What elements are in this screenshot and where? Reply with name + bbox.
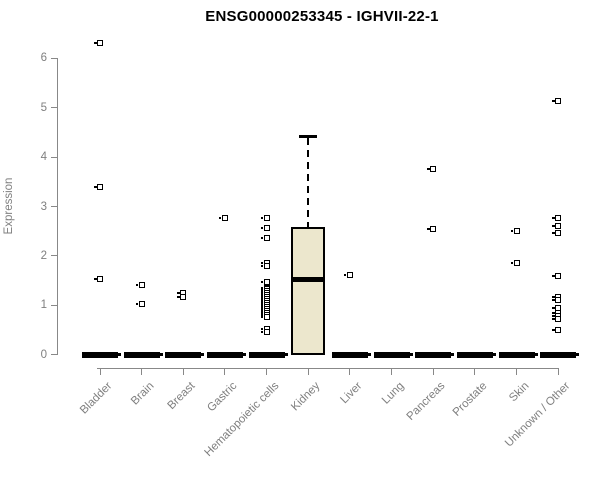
outlier-point (552, 327, 562, 334)
outlier-point (94, 184, 103, 191)
x-tick-label: Skin (506, 380, 532, 405)
x-tick-label: Prostate (450, 380, 490, 419)
y-axis-line (57, 58, 58, 355)
outlier-point (510, 228, 520, 235)
outlier-point (427, 166, 437, 173)
outlier-point (177, 293, 187, 300)
collapsed-box (540, 351, 580, 358)
y-tick-label: 1 (40, 299, 47, 312)
x-tick-label: Liver (338, 380, 365, 407)
y-tick (51, 304, 57, 306)
outlier-point (94, 276, 103, 283)
collapsed-box (123, 351, 163, 358)
y-tick (51, 206, 57, 207)
outlier-point (260, 262, 270, 269)
collapsed-box (165, 351, 205, 358)
y-tick (51, 57, 57, 59)
outlier-point (260, 329, 270, 336)
y-axis-label: Expression (3, 177, 15, 235)
collapsed-box (373, 351, 413, 358)
x-tick-label: Hematopoietic cells (202, 380, 282, 459)
outlier-point (552, 272, 562, 279)
outlier-point (260, 224, 270, 231)
outlier-point (218, 215, 228, 222)
x-tick (349, 369, 351, 375)
collapsed-box (82, 351, 121, 358)
y-tick (51, 255, 57, 257)
outlier-point (552, 223, 562, 230)
y-tick (51, 156, 57, 158)
collapsed-box (206, 351, 246, 358)
outlier-point (552, 98, 562, 105)
x-tick (307, 369, 309, 375)
x-tick-label: Gastric (205, 380, 240, 415)
y-tick (51, 354, 57, 356)
outlier-point (260, 314, 270, 321)
x-tick (224, 369, 226, 375)
x-tick (516, 369, 518, 375)
whisker-stem (307, 138, 310, 228)
outlier-point (552, 229, 562, 236)
outlier-point (135, 300, 145, 307)
chart-title: ENSG00000253345 - IGHVII-22-1 (205, 8, 439, 25)
median-line (291, 276, 326, 282)
x-tick (557, 369, 559, 375)
y-tick-label: 5 (40, 101, 47, 114)
whisker-cap (299, 135, 318, 139)
outlier-point (427, 226, 437, 233)
collapsed-box (415, 351, 455, 358)
collapsed-box (456, 351, 496, 358)
y-tick-label: 6 (40, 52, 47, 65)
outlier-point (260, 278, 270, 285)
x-tick (99, 369, 101, 375)
x-tick-label: Kidney (289, 380, 323, 414)
x-tick (182, 369, 184, 375)
x-axis-line (97, 368, 559, 369)
x-tick-label: Breast (165, 380, 198, 412)
x-tick (141, 369, 143, 375)
collapsed-box (498, 351, 538, 358)
x-tick (474, 369, 476, 375)
x-tick (266, 369, 268, 375)
x-tick (432, 369, 434, 375)
outlier-point (510, 260, 520, 267)
outlier-point (552, 297, 562, 304)
x-tick-label: Pancreas (404, 380, 448, 423)
collapsed-box (331, 351, 371, 358)
x-tick-label: Brain (128, 380, 157, 408)
collapsed-box (248, 351, 288, 358)
outlier-point (260, 215, 270, 222)
outlier-point (94, 39, 103, 46)
y-tick-label: 2 (40, 249, 47, 262)
x-tick (391, 369, 393, 375)
outlier-point (552, 315, 562, 322)
outlier-point (260, 234, 270, 241)
outlier-point (135, 281, 145, 288)
y-tick-label: 0 (40, 348, 47, 361)
y-tick-label: 3 (40, 200, 47, 213)
box (291, 227, 326, 355)
y-tick-label: 4 (40, 151, 47, 164)
x-tick-label: Bladder (77, 380, 115, 417)
outlier-point (552, 215, 562, 222)
x-tick-label: Lung (379, 380, 407, 407)
outlier-point (343, 272, 353, 279)
y-tick (51, 107, 57, 109)
